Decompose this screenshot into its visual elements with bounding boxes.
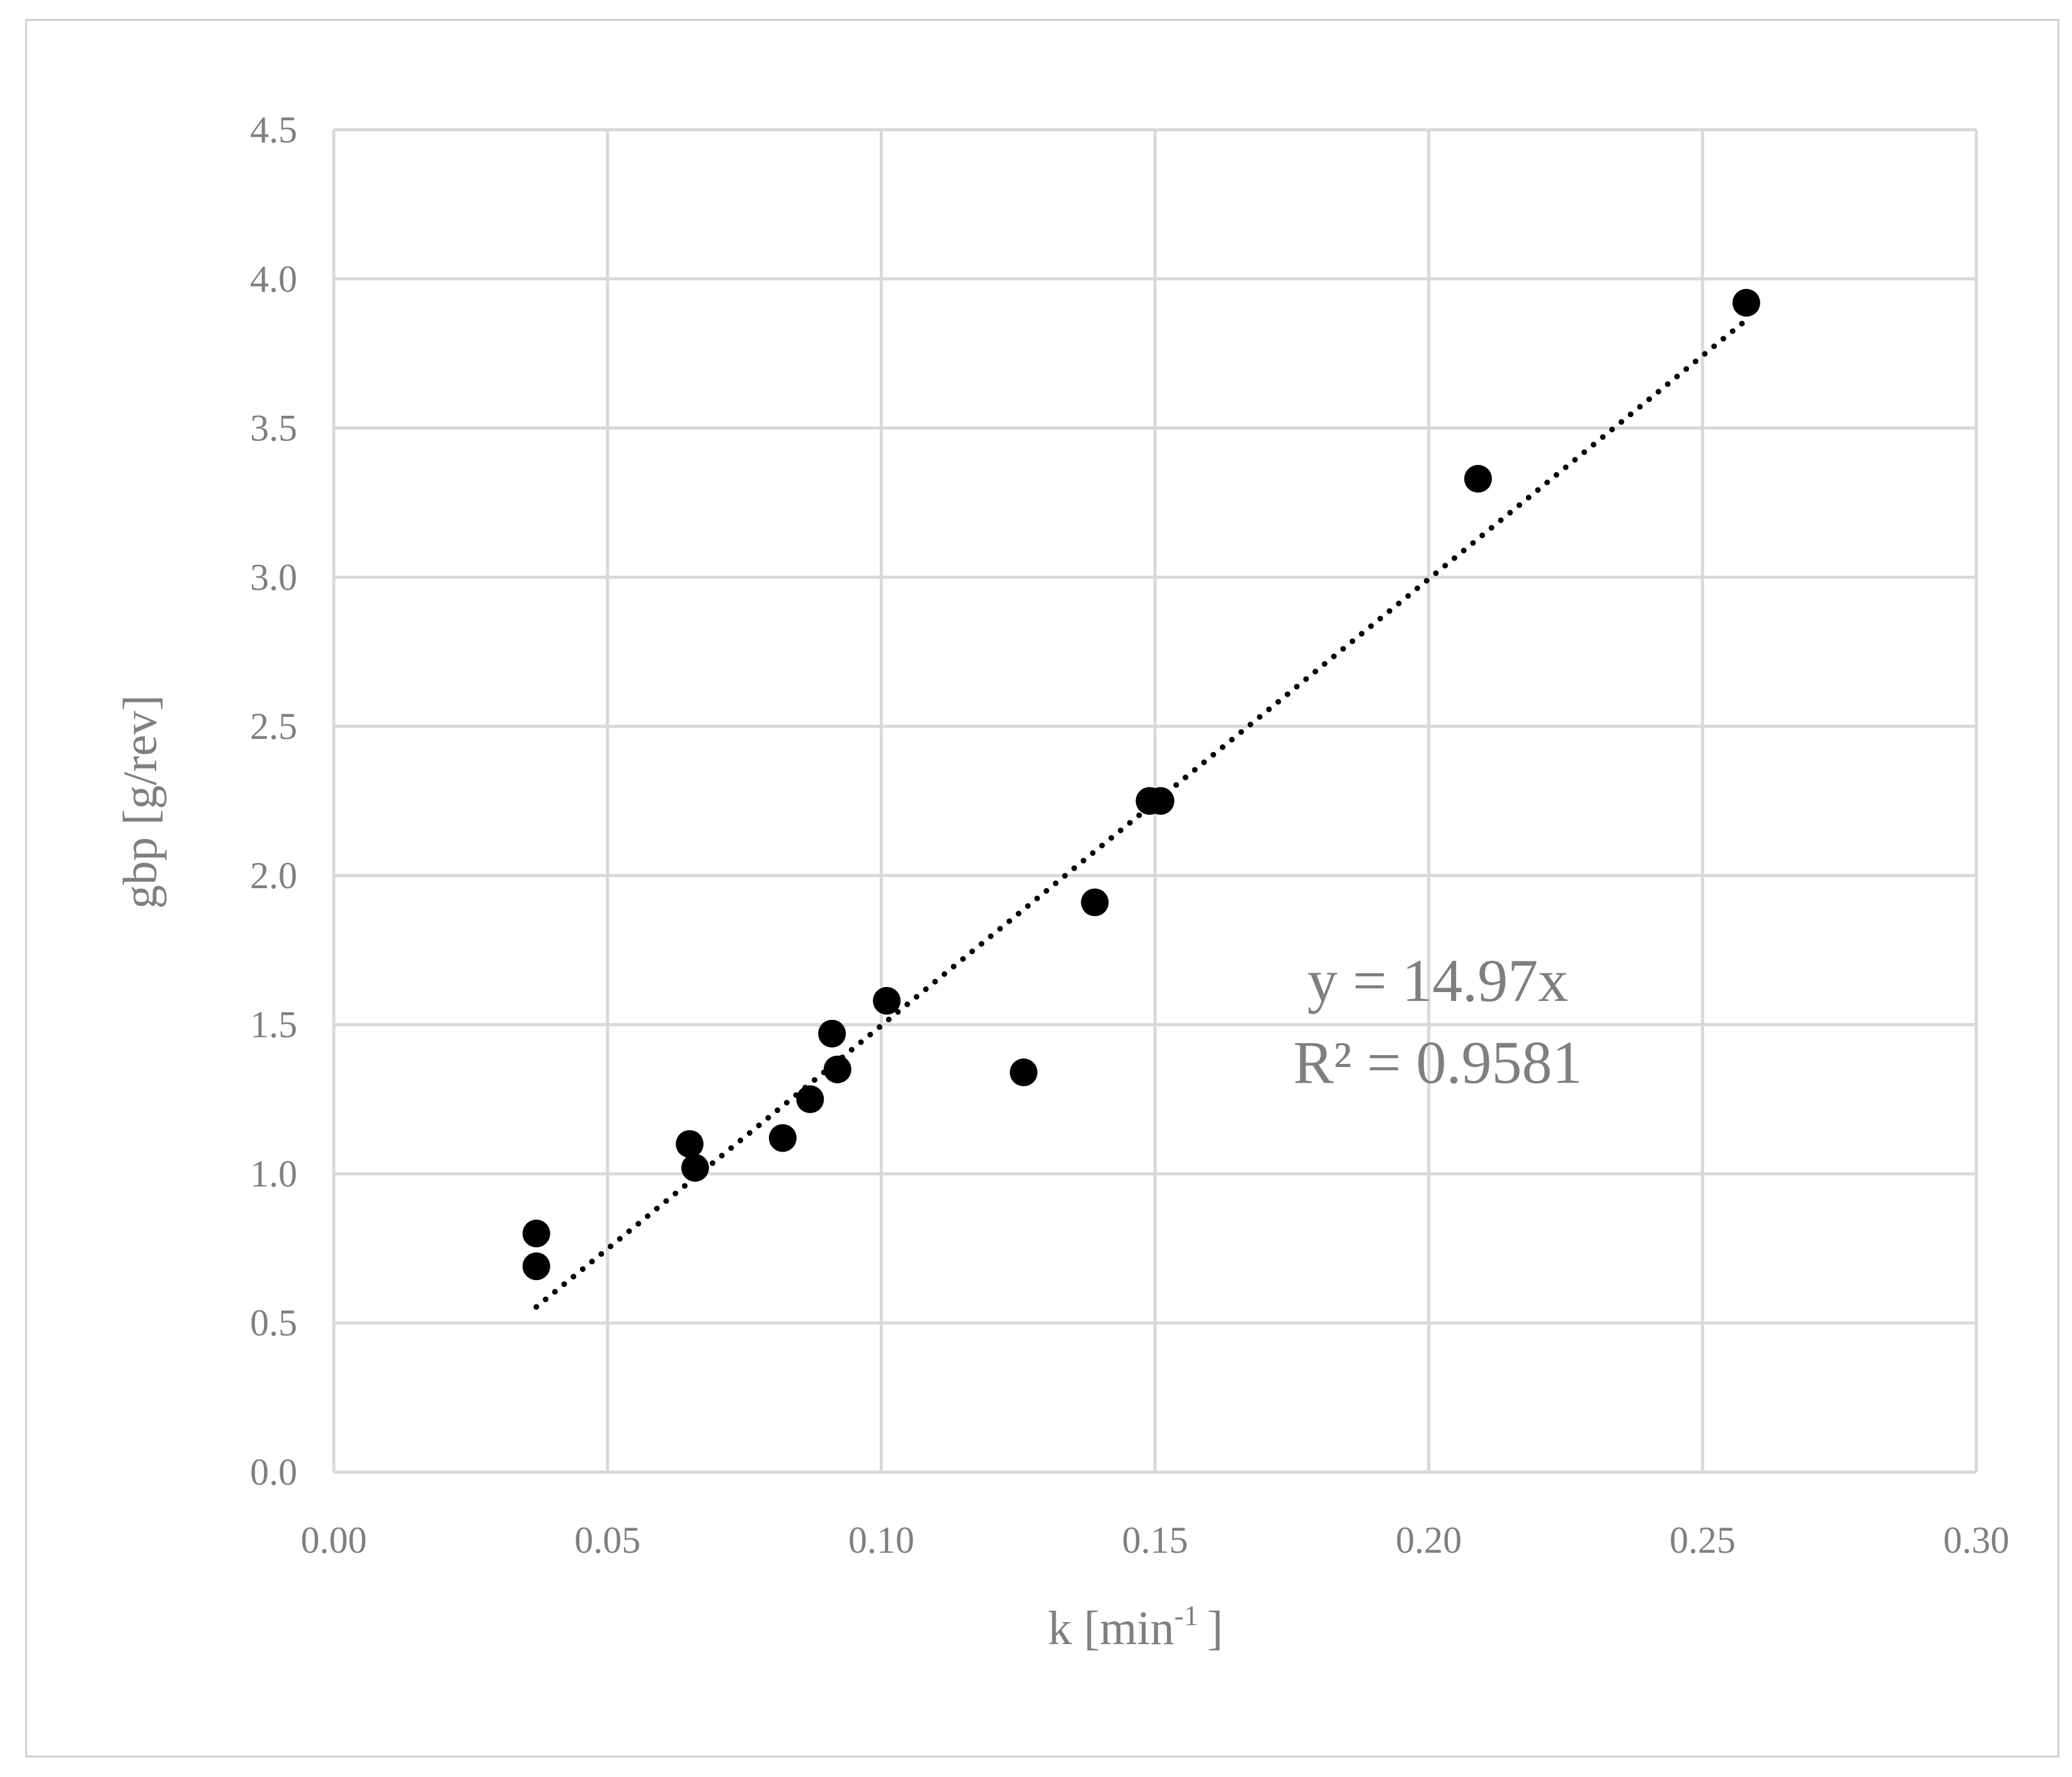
data-point (873, 986, 901, 1015)
data-point (522, 1252, 550, 1281)
y-tick-label: 4.0 (250, 258, 297, 300)
x-axis-title-end: ] (1207, 1602, 1223, 1655)
y-tick-label: 2.5 (250, 706, 297, 747)
y-axis-title: gbp [g/rev] (114, 695, 167, 909)
y-tick-label: 2.0 (250, 855, 297, 896)
x-tick-label: 0.05 (574, 1519, 640, 1561)
gridlines (334, 128, 1978, 1472)
axes (332, 130, 1976, 1474)
y-tick-label: 1.0 (250, 1153, 297, 1194)
x-tick-label: 0.25 (1670, 1519, 1736, 1561)
x-tick-label: 0.15 (1122, 1519, 1188, 1561)
data-point (818, 1019, 846, 1048)
data-point (1010, 1058, 1038, 1087)
data-point (522, 1220, 550, 1248)
y-tick-label: 0.0 (250, 1451, 297, 1493)
chart-frame: 0.00 0.05 0.10 0.15 0.20 0.25 0.30 0.0 0.5 1.0 1.… (25, 19, 2059, 1757)
x-tick-labels: 0.00 0.05 0.10 0.15 0.20 0.25 0.30 (301, 1519, 2010, 1561)
data-point (1081, 888, 1109, 917)
data-point (676, 1130, 704, 1158)
y-tick-label: 1.5 (250, 1004, 297, 1046)
y-tick-label: 0.5 (250, 1302, 297, 1344)
y-tick-labels: 0.0 0.5 1.0 1.5 2.0 2.5 3.0 3.5 4.0 4.5 (250, 109, 297, 1493)
data-point (1732, 289, 1760, 317)
data-point (823, 1055, 851, 1083)
trendline-layer (533, 317, 1750, 1310)
y-tick-label: 3.0 (250, 556, 297, 598)
trendline-equation: y = 14.97x (1307, 947, 1568, 1014)
data-point (681, 1153, 709, 1182)
scatter-chart: 0.00 0.05 0.10 0.15 0.20 0.25 0.30 0.0 0.5 1.0 1.… (114, 109, 2010, 1655)
data-point (768, 1124, 797, 1152)
x-tick-label: 0.00 (301, 1519, 367, 1561)
trendline (533, 317, 1750, 1310)
x-tick-label: 0.20 (1396, 1519, 1462, 1561)
data-point (1464, 465, 1492, 493)
y-tick-label: 4.5 (250, 109, 297, 151)
data-point (796, 1085, 824, 1114)
x-axis-title-superscript: -1 (1174, 1599, 1198, 1631)
data-point (1146, 787, 1175, 815)
data-points (522, 289, 1760, 1281)
y-tick-label: 3.5 (250, 408, 297, 449)
x-axis-title: k [min-1] (1048, 1599, 1223, 1655)
x-tick-label: 0.30 (1944, 1519, 2010, 1561)
x-axis-title-main: k [min (1048, 1602, 1175, 1655)
trendline-r-squared: R² = 0.9581 (1294, 1029, 1583, 1096)
x-tick-label: 0.10 (848, 1519, 914, 1561)
